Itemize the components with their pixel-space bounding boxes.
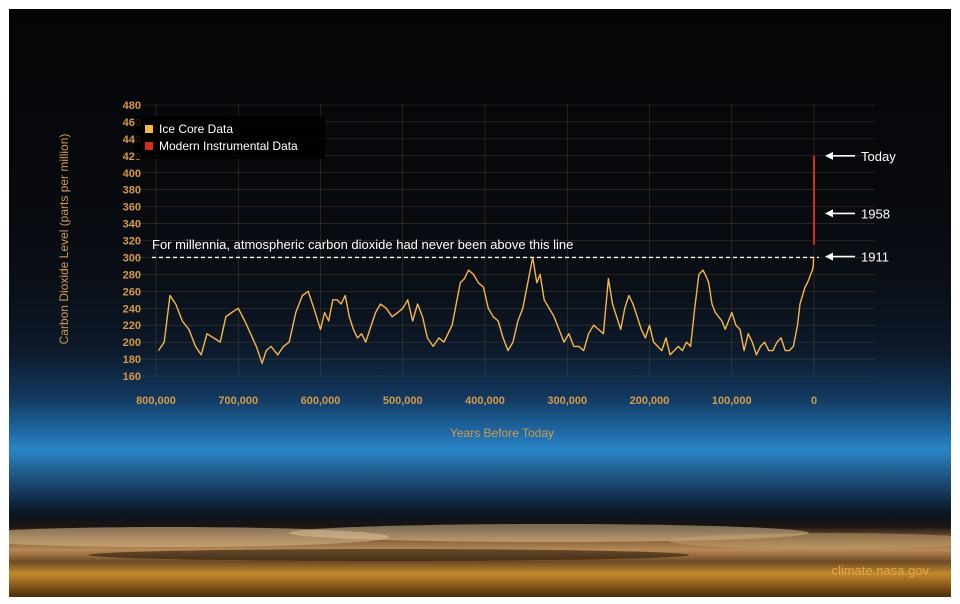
reference-line-label: For millennia, atmospheric carbon dioxid… [152, 237, 573, 252]
x-tick-label: 700,000 [218, 395, 258, 407]
x-tick-label: 300,000 [547, 395, 587, 407]
x-tick-label: 100,000 [712, 395, 752, 407]
cloud-band [9, 524, 951, 561]
legend-swatch-modern [145, 142, 153, 150]
y-tick-label: 180 [123, 354, 141, 366]
x-tick-label: 200,000 [630, 395, 670, 407]
y-tick-label: 320 [123, 236, 141, 248]
y-axis-ticks: 160 180 200 220 240 260 280 300 320 340 360 380 400 4… [123, 100, 141, 383]
legend-swatch-ice-core [145, 125, 153, 133]
series-line-ice-core [157, 256, 815, 364]
y-tick-label: 280 [123, 269, 141, 281]
x-axis-ticks: 800,000 700,000 600,000 500,000 400,000 300,0… [136, 395, 817, 407]
annotation-label: 1911 [861, 250, 889, 265]
legend-box [135, 116, 325, 159]
image-frame: 160 180 200 220 240 260 280 300 320 340 360 380 400 4… [9, 9, 951, 597]
annotation-arrow-head [825, 151, 833, 160]
legend-label-ice-core: Ice Core Data [159, 122, 233, 136]
x-tick-label: 0 [811, 395, 817, 407]
y-tick-label: 160 [123, 371, 141, 383]
legend: Ice Core Data Modern Instrumental Data [135, 116, 325, 159]
legend-label-modern: Modern Instrumental Data [159, 139, 298, 153]
y-tick-label: 220 [123, 320, 141, 332]
y-tick-label: 300 [123, 252, 141, 264]
annotation-arrow-head [825, 209, 833, 218]
y-axis-label: Carbon Dioxide Level (parts per million) [57, 134, 71, 345]
annotation-arrow-head [825, 252, 833, 261]
source-credit: climate.nasa.gov [831, 563, 929, 578]
x-tick-label: 500,000 [383, 395, 423, 407]
annotation-label: Today [861, 149, 896, 164]
x-tick-label: 400,000 [465, 395, 505, 407]
y-tick-label: 480 [123, 100, 141, 112]
y-tick-label: 360 [123, 202, 141, 214]
x-tick-label: 600,000 [301, 395, 341, 407]
annotations: Today 1958 1911 [825, 149, 896, 265]
y-tick-label: 340 [123, 219, 141, 231]
co2-chart: 160 180 200 220 240 260 280 300 320 340 360 380 400 4… [57, 100, 929, 578]
y-tick-label: 200 [123, 337, 141, 349]
y-tick-label: 400 [123, 168, 141, 180]
series-lines [157, 155, 815, 364]
y-tick-label: 260 [123, 286, 141, 298]
x-axis-label: Years Before Today [450, 426, 554, 440]
x-tick-label: 800,000 [136, 395, 176, 407]
y-tick-label: 240 [123, 303, 141, 315]
y-tick-label: 380 [123, 185, 141, 197]
annotation-label: 1958 [861, 206, 890, 221]
